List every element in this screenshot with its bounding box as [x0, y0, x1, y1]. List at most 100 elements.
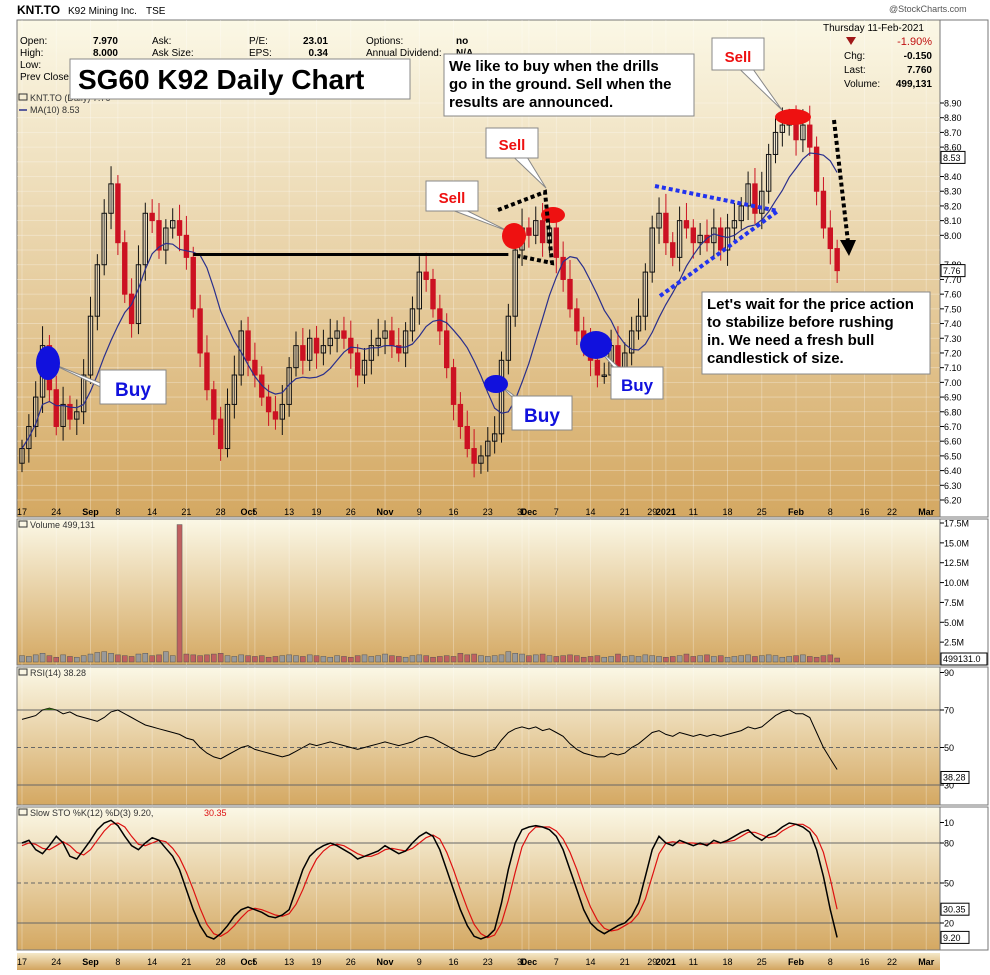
volume-bar [800, 654, 806, 663]
volume-bar [601, 656, 607, 663]
volume-bar [115, 654, 121, 663]
date-tick-label: 13 [284, 957, 294, 967]
candle-body [800, 124, 806, 141]
candle-body [697, 234, 703, 244]
candle-body [642, 271, 649, 317]
volume-bar [402, 656, 409, 663]
date-tick-label: Feb [788, 507, 805, 517]
candle-body [33, 396, 39, 427]
date-tick-label: 5 [252, 957, 257, 967]
volume-bar [361, 654, 368, 663]
sto-legend-red: 30.35 [204, 808, 227, 818]
price-tick-label: 8.10 [944, 216, 962, 226]
volume-bar [670, 656, 676, 663]
volume-bar [827, 654, 834, 663]
volume-bar [642, 654, 649, 663]
bottom-date-strip [17, 953, 940, 970]
volume-bar [60, 654, 66, 663]
candle-body [759, 190, 765, 214]
candle-body [272, 411, 279, 420]
date-tick-label: 9 [417, 507, 422, 517]
title-box [69, 58, 411, 100]
candle-body [142, 212, 149, 266]
company-label: K92 Mining Inc. [68, 6, 137, 17]
price-flag-box [940, 264, 966, 278]
volume-panel-background [16, 518, 941, 666]
date-tick-label: 21 [181, 507, 191, 517]
volume-bar [594, 655, 601, 663]
sto-flag-box [940, 902, 970, 916]
date-tick-label: 17 [17, 507, 27, 517]
candle-body [53, 389, 59, 427]
date-tick-label: Mar [918, 957, 935, 967]
sell-label: Sell [499, 137, 526, 154]
date-tick-label: 14 [147, 957, 157, 967]
change-percent: -1.90% [897, 36, 932, 48]
volume-bar [334, 655, 340, 663]
callout-box [99, 369, 167, 405]
wedge-lower-line [658, 209, 780, 298]
sto-tick-label: 20 [944, 919, 954, 929]
candle-body [115, 183, 121, 244]
candle-body [718, 227, 724, 251]
candle-body [341, 330, 347, 339]
candle-body [396, 345, 402, 354]
volume-tick-label: 7.5M [944, 598, 964, 608]
volume-bar [711, 656, 717, 663]
volume-bar [128, 656, 135, 663]
candle-body [649, 227, 655, 273]
date-tick-label: 7 [554, 957, 559, 967]
sto-tick-label: 50 [944, 879, 954, 889]
date-tick-label: 29 [647, 957, 657, 967]
volume-bar [690, 656, 697, 663]
candle-body [690, 227, 696, 244]
date-tick-label: 28 [216, 957, 226, 967]
candle-body [724, 227, 731, 251]
candle-body [567, 278, 573, 310]
candle-body [670, 242, 676, 258]
candle-body [738, 205, 744, 222]
volume-bar [635, 656, 642, 663]
sto-flag-label: 9.20 [943, 933, 961, 943]
sell-label: Sell [725, 49, 752, 66]
volume-bar [368, 656, 375, 663]
volume-bar [519, 653, 525, 663]
volume-bar [409, 655, 416, 663]
candle-body [656, 212, 662, 229]
volume-bar [437, 656, 443, 663]
price-tick-label: 8.20 [944, 201, 962, 211]
sell-marker [541, 207, 565, 223]
quote-field-value: 8.000 [93, 48, 118, 59]
date-tick-label: 9 [417, 957, 422, 967]
sto-tick-label: 80 [944, 839, 954, 849]
candle-body [615, 345, 621, 369]
price-tick-label: 6.20 [944, 496, 962, 506]
date-tick-label: 5 [252, 507, 257, 517]
volume-bar [553, 656, 560, 663]
volume-bar [122, 655, 128, 663]
candle-body [265, 396, 272, 413]
candle-body [122, 242, 128, 295]
volume-bar [190, 654, 196, 663]
candle-body [512, 249, 518, 317]
price-tick-label: 6.40 [944, 466, 962, 476]
price-tick-label: 6.30 [944, 481, 962, 491]
candle-body [594, 359, 601, 376]
candle-body [252, 359, 258, 376]
date-tick-label: 30 [517, 507, 527, 517]
date-tick-label: 28 [216, 507, 226, 517]
date-tick-label: Sep [82, 507, 99, 517]
volume-bar [587, 656, 594, 663]
price-tick-label: 8.40 [944, 172, 962, 182]
candle-body [779, 124, 786, 133]
candle-body [834, 248, 840, 272]
callout-box [485, 127, 539, 159]
volume-bar [272, 656, 279, 663]
date-tick-label: Sep [82, 957, 99, 967]
volume-bar [327, 656, 333, 663]
volume-bar [293, 655, 299, 663]
volume-bar [649, 655, 655, 663]
candle-body [382, 330, 388, 339]
buy-label: Buy [524, 406, 560, 427]
candle-body [307, 337, 313, 361]
